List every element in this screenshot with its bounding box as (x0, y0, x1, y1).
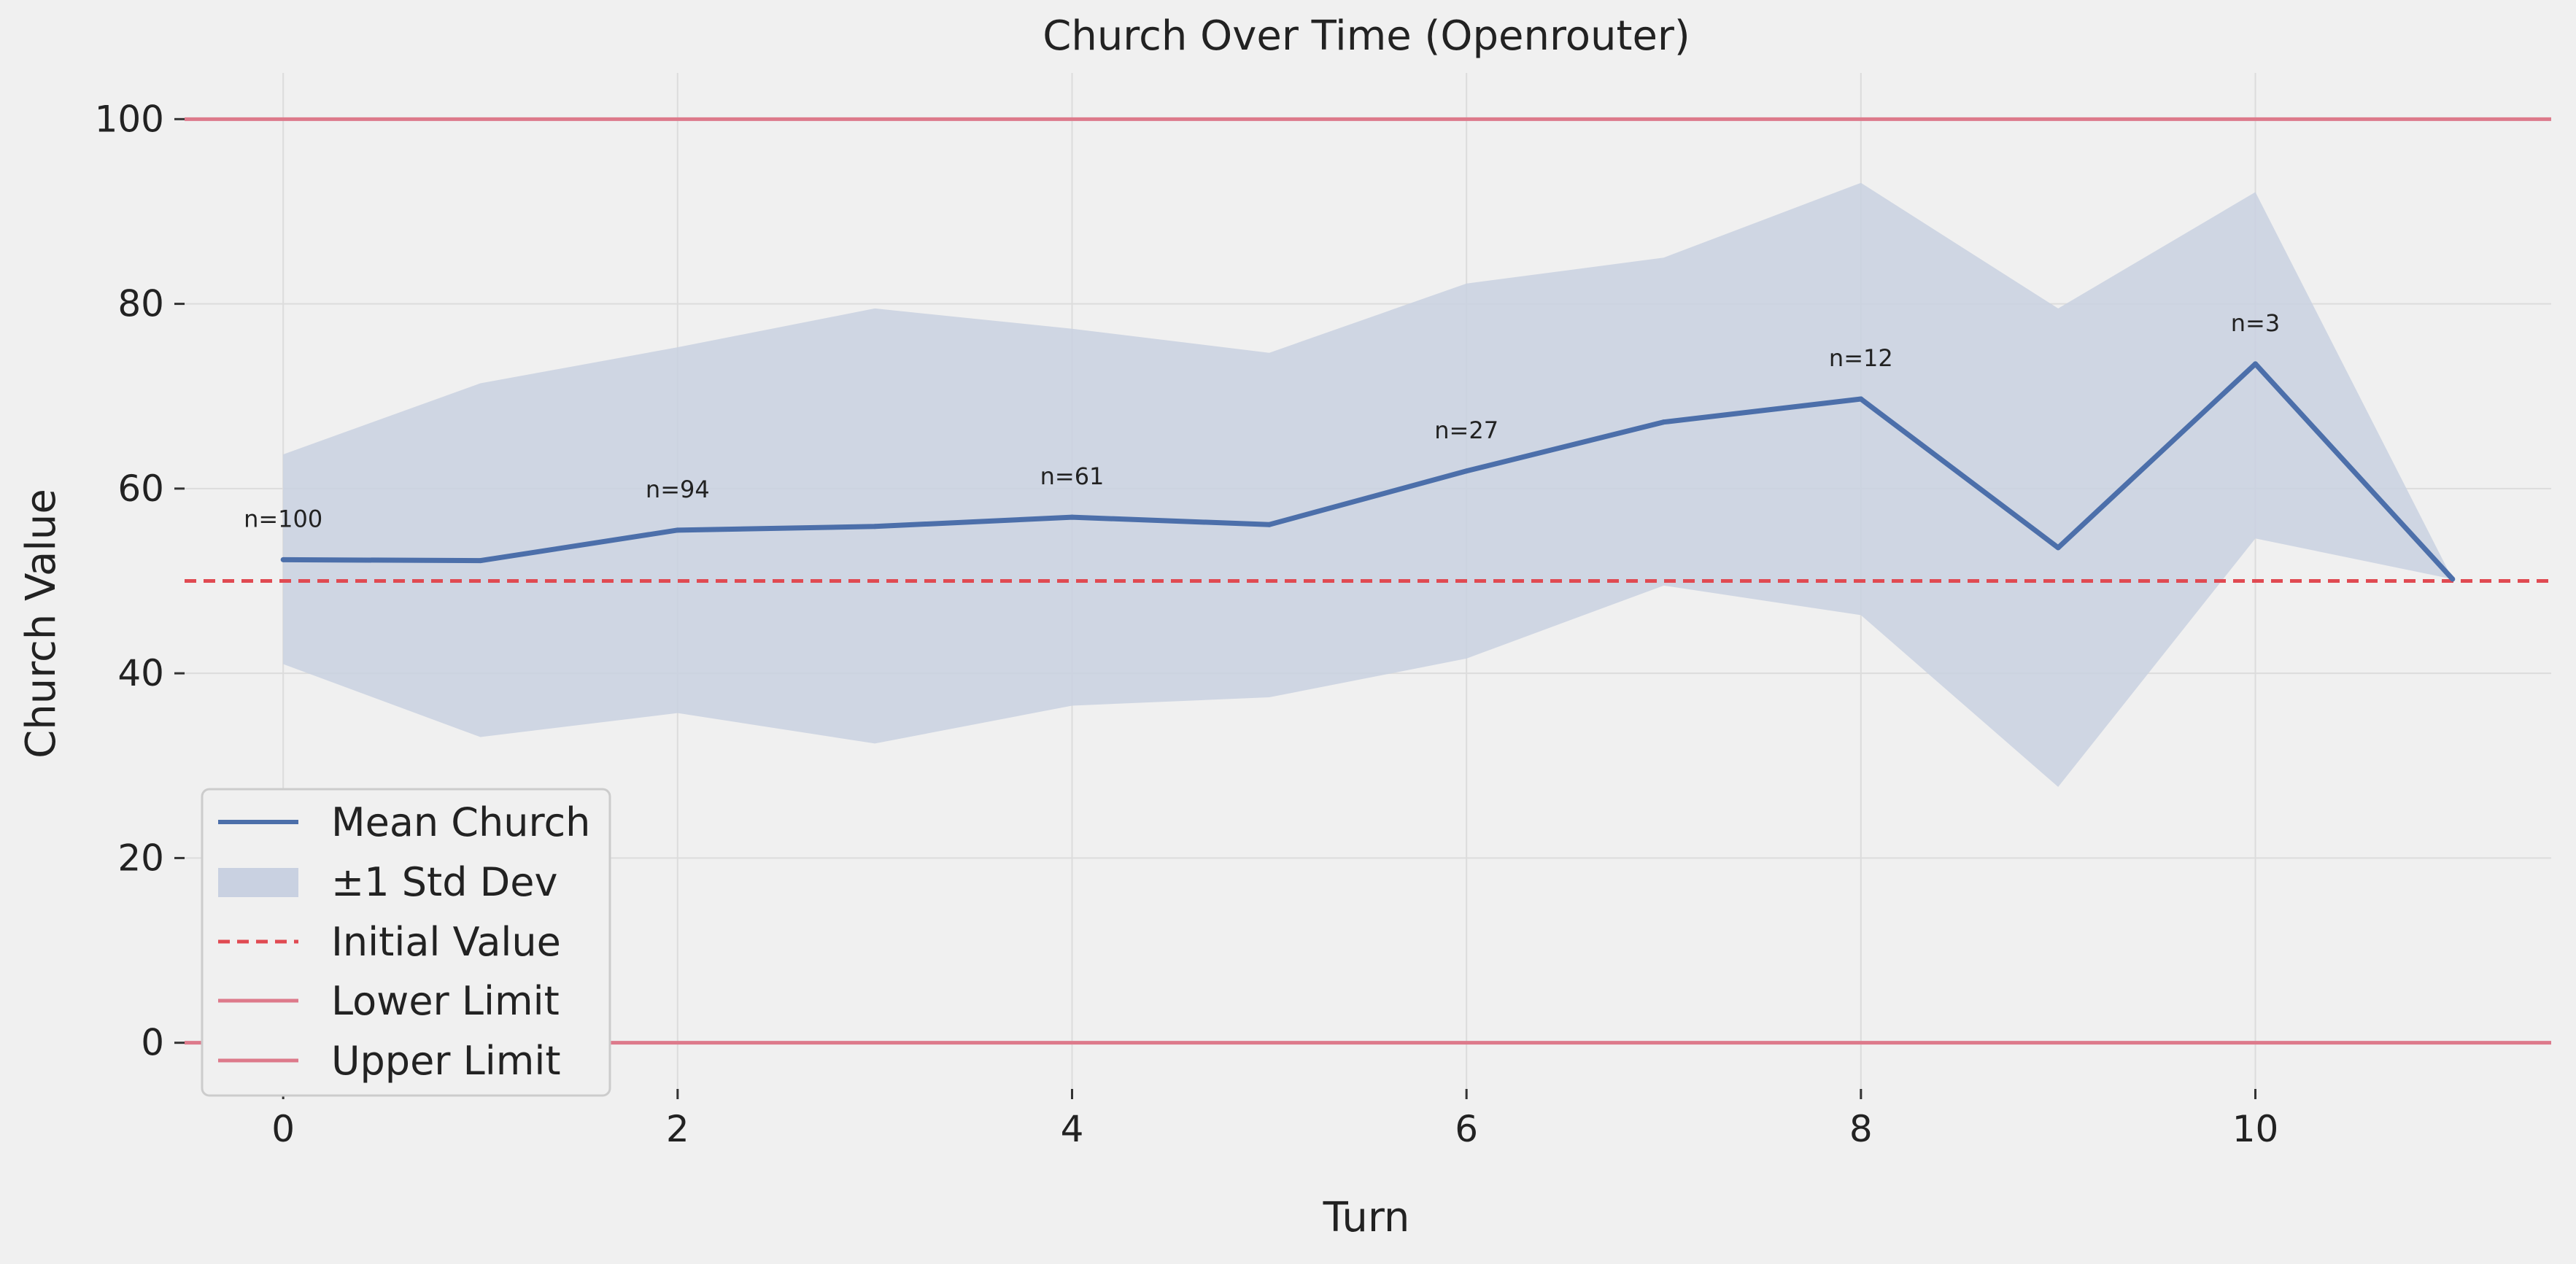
legend-label-band: ±1 Std Dev (331, 859, 557, 905)
mean-church-point-4 (1070, 514, 1075, 520)
count-annotation-0: n=100 (244, 505, 322, 532)
mean-church-point-10 (2253, 361, 2258, 367)
x-axis-label: Turn (1323, 1194, 1410, 1241)
y-tick-label-2: 40 (117, 652, 164, 694)
chart-title: Church Over Time (Openrouter) (1043, 12, 1690, 60)
mean-church-point-6 (1463, 468, 1469, 474)
std-dev-band-layer (283, 182, 2453, 787)
legend-label-upper: Upper Limit (331, 1038, 561, 1084)
mean-church-point-11 (2450, 576, 2456, 582)
legend-label-lower: Lower Limit (331, 978, 560, 1024)
count-annotation-2: n=61 (1040, 462, 1105, 490)
std-dev-band (283, 182, 2453, 787)
count-annotation-5: n=3 (2231, 309, 2280, 337)
mean-line-layer (280, 361, 2456, 582)
mean-church-point-7 (1661, 419, 1666, 425)
x-tick-label-3: 6 (1455, 1108, 1478, 1150)
legend-box (201, 788, 611, 1097)
x-tick-label-1: 2 (666, 1108, 689, 1150)
mean-church-line (283, 361, 2455, 581)
mean-church-point-8 (1858, 396, 1864, 402)
x-tick-label-4: 8 (1849, 1108, 1873, 1150)
mean-church-point-3 (872, 524, 878, 530)
annotations-layer: n=100 n=94 n=61 n=27 n=12 n=3 (244, 309, 2280, 532)
mean-church-point-5 (1266, 522, 1272, 527)
mean-church-point-9 (2055, 545, 2061, 551)
y-tick-label-1: 20 (117, 837, 164, 879)
x-tick-label-2: 4 (1061, 1108, 1084, 1150)
mean-church-point-2 (675, 527, 681, 533)
y-tick-label-5: 100 (95, 98, 164, 140)
y-axis-label: Church Value (18, 489, 65, 759)
y-tick-label-0: 0 (141, 1022, 164, 1064)
legend: Mean Church ±1 Std Dev Initial Value Low… (201, 788, 611, 1097)
legend-swatch-band (218, 868, 298, 897)
legend-label-mean: Mean Church (331, 799, 590, 845)
y-tick-label-3: 60 (117, 468, 164, 510)
count-annotation-1: n=94 (646, 476, 710, 503)
x-tick-label-0: 0 (271, 1108, 295, 1150)
count-annotation-4: n=12 (1829, 344, 1893, 372)
mean-church-point-0 (280, 557, 286, 562)
count-annotation-3: n=27 (1434, 416, 1498, 444)
legend-label-initial: Initial Value (331, 919, 561, 965)
mean-church-point-1 (478, 558, 483, 564)
y-tick-label-4: 80 (117, 283, 164, 325)
x-tick-label-5: 10 (2232, 1108, 2279, 1150)
